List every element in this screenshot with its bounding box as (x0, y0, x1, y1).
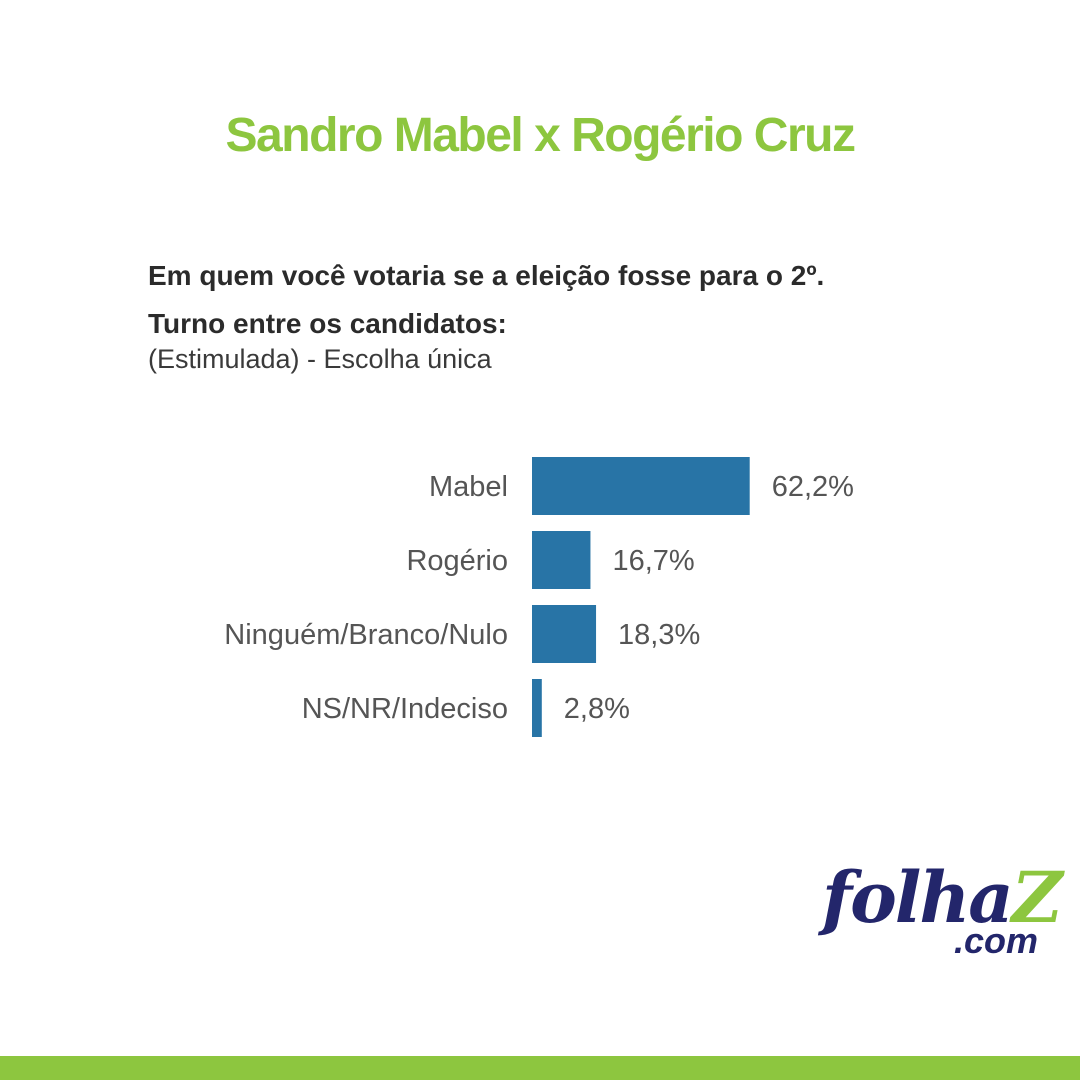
bar-1 (532, 531, 591, 589)
logo-wordmark: folhaZ (822, 856, 1063, 939)
bar-3 (532, 679, 542, 737)
category-label-1: Rogério (406, 545, 508, 577)
value-label-1: 16,7% (612, 545, 694, 577)
category-label-2: Ninguém/Branco/Nulo (224, 619, 508, 651)
logo-prefix: folha (822, 856, 1014, 939)
category-label-0: Mabel (429, 471, 508, 503)
folhaz-logo: folhaZ .com (822, 856, 1063, 968)
bar-chart: Mabel 62,2% Rogério 16,7% Ninguém/Branco/Nul… (224, 457, 854, 737)
value-label-2: 18,3% (618, 619, 700, 651)
page-title: Sandro Mabel x Rogério Cruz (225, 109, 856, 162)
logo-z: Z (1011, 856, 1063, 939)
value-label-0: 62,2% (772, 471, 854, 503)
question-text: Em quem você votaria se a eleição fosse … (148, 260, 825, 339)
bottom-accent-bar (0, 1056, 1080, 1080)
value-label-3: 2,8% (564, 693, 630, 725)
logo-domain: .com (954, 920, 1039, 961)
question-subtitle: (Estimulada) - Escolha única (148, 344, 492, 374)
category-label-3: NS/NR/Indeciso (302, 693, 508, 725)
bar-0 (532, 457, 750, 515)
bar-2 (532, 605, 597, 663)
